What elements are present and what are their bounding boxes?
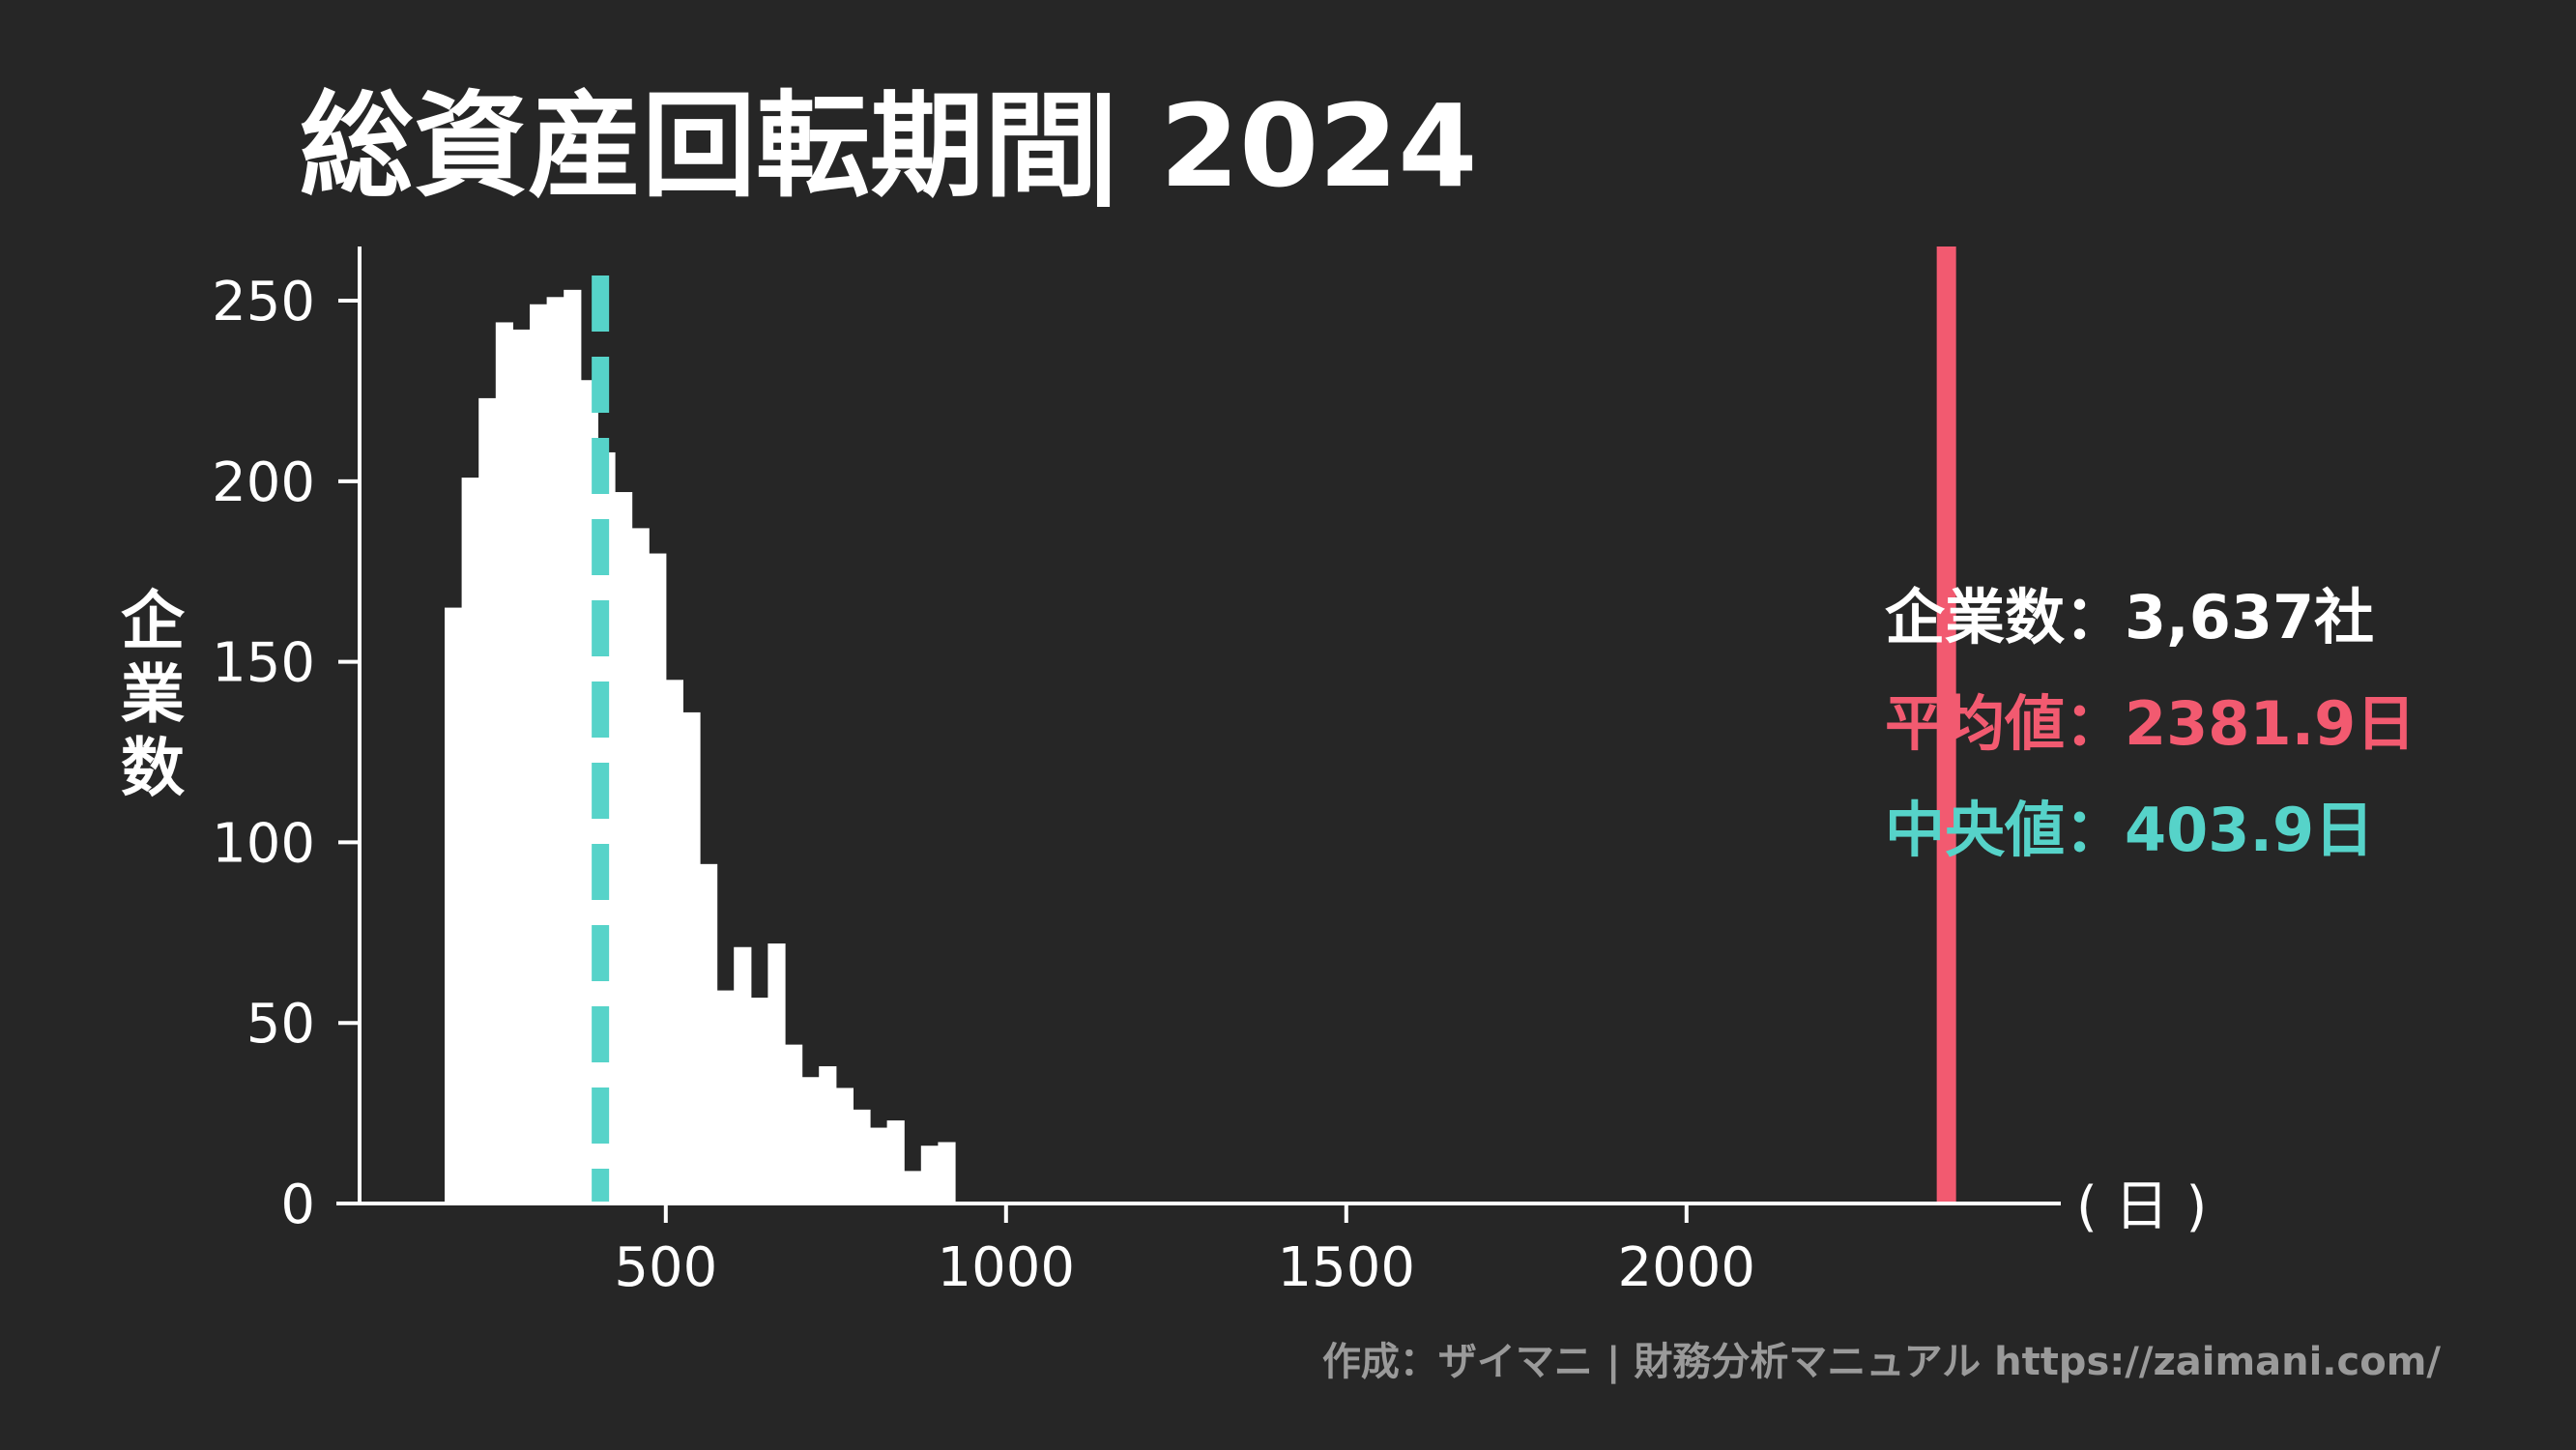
y-axis-label-char: 数: [121, 731, 185, 805]
histogram-bar: [716, 990, 735, 1204]
histogram-bar: [495, 322, 513, 1204]
histogram-bar: [580, 380, 598, 1204]
histogram-bar: [682, 711, 701, 1204]
stat-count: 企業数：3,637社: [1885, 582, 2374, 652]
stat-count-label: 企業数: [1885, 582, 2065, 652]
histogram-bar: [564, 289, 582, 1204]
y-tick-label: 250: [212, 271, 315, 334]
x-tick-label: 2000: [1618, 1236, 1756, 1299]
histogram-bar: [819, 1066, 837, 1204]
stat-median-label: 中央値: [1885, 795, 2065, 865]
stats-panel: 企業数：3,637社 平均値：2381.9日 中央値：403.9日: [1885, 582, 2416, 865]
histogram-bar: [512, 329, 531, 1204]
histogram-bar: [767, 943, 786, 1204]
histogram-bar: [546, 297, 564, 1204]
histogram-bar: [801, 1077, 820, 1204]
histogram-bar: [870, 1127, 888, 1204]
y-axis-label-char: 業: [121, 657, 185, 732]
y-tick-label: 150: [212, 632, 315, 695]
histogram-bar: [631, 528, 650, 1204]
stat-mean-sep: ：: [2065, 688, 2125, 759]
x-tick-label: 500: [614, 1236, 717, 1299]
y-tick-label: 0: [280, 1174, 315, 1236]
chart-year: 2024: [1160, 79, 1477, 213]
y-axis-label: 企業数: [121, 584, 186, 805]
histogram-bar: [734, 946, 752, 1204]
histogram-bar: [886, 1120, 905, 1204]
histogram-bar: [853, 1109, 871, 1204]
y-tick-label: 100: [212, 812, 315, 875]
histogram-bar: [649, 553, 667, 1204]
x-axis-unit-label: ( 日 ): [2076, 1175, 2207, 1238]
histogram-bar: [478, 397, 497, 1204]
x-ticks: 500 1000 1500 2000: [614, 1204, 1755, 1299]
y-tick-label: 50: [246, 993, 315, 1056]
histogram-bar: [700, 863, 718, 1204]
histogram-bar: [750, 998, 768, 1204]
stat-median-value: 403.9日: [2125, 795, 2374, 865]
histogram-bar: [920, 1146, 939, 1204]
credit-text: 作成：ザイマニ | 財務分析マニュアル https://zaimani.com/: [1322, 1340, 2441, 1385]
y-tick-label: 200: [212, 451, 315, 514]
histogram-bar: [461, 478, 479, 1204]
stat-mean-value: 2381.9日: [2125, 688, 2416, 759]
histogram-bar: [615, 492, 633, 1204]
y-ticks: 0 50 100 150 200 250: [212, 271, 360, 1236]
stat-median: 中央値：403.9日: [1885, 795, 2374, 865]
stat-mean-label: 平均値: [1885, 688, 2065, 759]
stat-median-sep: ：: [2065, 795, 2125, 865]
histogram-bar: [785, 1044, 803, 1204]
histogram-bar: [445, 607, 463, 1204]
chart-title: 総資産回転期間: [300, 79, 1098, 213]
x-tick-label: 1500: [1278, 1236, 1416, 1299]
title-separator: |: [1083, 73, 1124, 207]
stat-mean: 平均値：2381.9日: [1885, 688, 2416, 759]
histogram-bar: [835, 1088, 854, 1204]
y-axis-label-char: 企: [121, 584, 186, 658]
stat-count-value: 3,637社: [2125, 582, 2374, 652]
x-tick-label: 1000: [938, 1236, 1076, 1299]
stat-count-sep: ：: [2065, 582, 2125, 652]
histogram-bar: [530, 304, 548, 1204]
histogram-bars: [445, 289, 956, 1204]
histogram-bar: [665, 680, 683, 1204]
histogram-bar: [938, 1142, 956, 1204]
histogram-bar: [904, 1171, 922, 1204]
